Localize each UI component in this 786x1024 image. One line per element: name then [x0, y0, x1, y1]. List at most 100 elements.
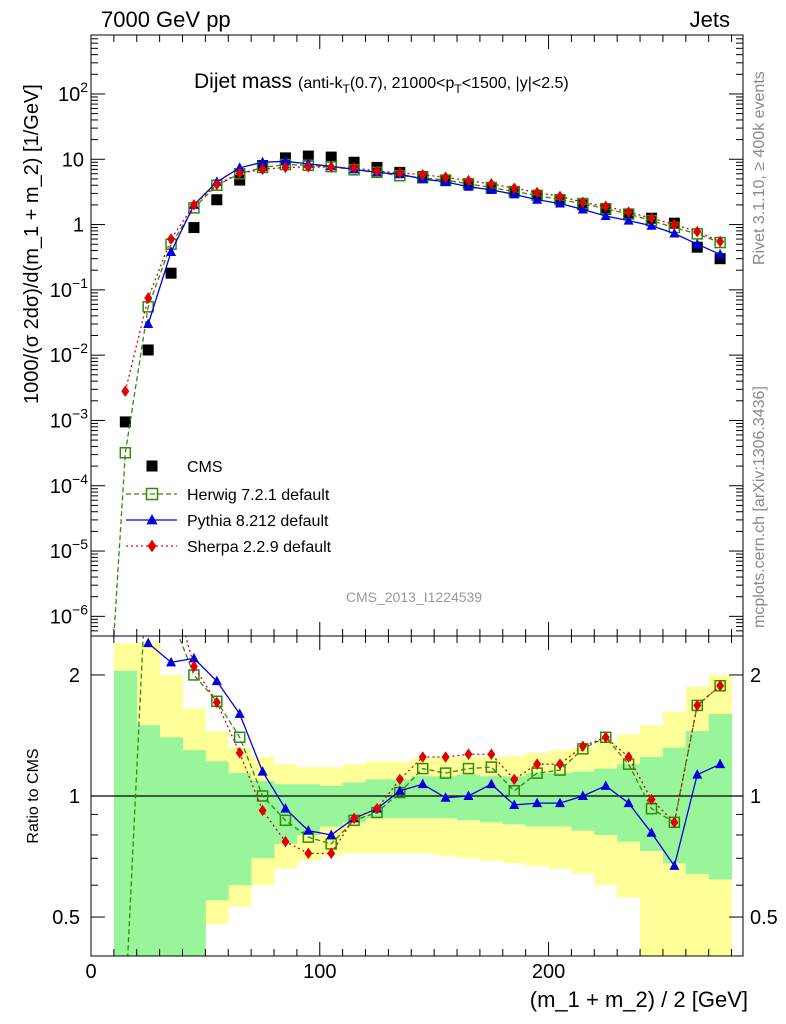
pythia-ratio-point [440, 792, 451, 802]
sherpa-main-point [624, 206, 633, 218]
pythia-ratio-point [532, 797, 543, 808]
main-ytick-label: 10−5 [50, 536, 88, 563]
pythia-main-point [669, 227, 680, 238]
cms-legend-marker [146, 460, 158, 472]
ratio-band-inner [342, 782, 366, 823]
ratio-band-inner [388, 779, 412, 819]
herwig-ratio-line [127, 636, 721, 956]
legend: CMS Herwig 7.2.1 default Pythia 8.212 defa… [126, 459, 332, 556]
sherpa-main-point [716, 235, 725, 248]
sherpa-main-point [212, 178, 221, 191]
pythia-ratio-point [692, 769, 703, 779]
pythia-ratio-point [188, 652, 199, 663]
rivet-label: Rivet 3.1.10, ≥ 400k events [751, 71, 768, 265]
sherpa-ratio-point [487, 748, 496, 761]
pythia-ratio-point [417, 778, 428, 789]
ratio-bands [91, 643, 743, 956]
ratio-band-inner [685, 731, 710, 874]
sherpa-ratio-point [395, 773, 404, 786]
main-ylabel: 1000/(σ 2dσ)/d(m_1 + m_2) [1/GeV] [21, 84, 43, 404]
sherpa-ratio-point [464, 748, 473, 761]
ratio-ytick-label: 1 [69, 786, 80, 808]
ratio-band-inner [159, 737, 183, 956]
sherpa-main-point [418, 168, 427, 181]
sherpa-main-point [167, 233, 176, 245]
pythia-main-point [692, 238, 703, 249]
ratio-band-inner [708, 713, 732, 880]
pythia-ratio-point [554, 797, 565, 808]
sherpa-main-point [327, 161, 336, 173]
pythia-ratio-point [646, 827, 657, 837]
ratio-ytick-label-right: 0.5 [750, 907, 778, 929]
watermark: CMS_2013_I1224539 [346, 589, 482, 605]
pythia-main-point [715, 248, 726, 259]
sherpa-main-point [395, 167, 404, 179]
main-series-layer [113, 150, 726, 636]
pythia-main-point [554, 198, 565, 208]
pythia-ratio-point [257, 766, 268, 776]
pythia-ratio-point [577, 790, 588, 800]
ratio-band-inner [662, 747, 687, 864]
herwig-legend-label: Herwig 7.2.1 default [187, 487, 330, 504]
sherpa-ratio-point [555, 758, 564, 770]
main-ytick-label: 1 [73, 215, 84, 237]
xtick-label: 0 [85, 961, 96, 983]
pythia-ratio-point [234, 708, 245, 718]
herwig-ratio-point [485, 761, 498, 773]
cms-main-point [142, 344, 154, 356]
ratio-ytick-label-right: 2 [750, 665, 761, 687]
sherpa-main-point [281, 161, 290, 174]
sherpa-ratio-point [578, 740, 587, 752]
sherpa-main-point [144, 292, 153, 304]
cms-main-point [119, 416, 131, 428]
sherpa-ratio-point [716, 680, 725, 692]
ratio-band-inner [571, 771, 595, 831]
pythia-ratio-point [143, 637, 154, 648]
pythia-main-point [532, 194, 543, 204]
ratio-band-inner [182, 750, 206, 956]
cms-main-point [188, 222, 200, 234]
main-ytick-label: 10−3 [50, 405, 88, 432]
main-ytick-label: 10−1 [50, 275, 88, 302]
sherpa-ratio-point [693, 699, 702, 712]
xtick-label: 100 [303, 961, 336, 983]
sherpa-main-point [121, 385, 130, 398]
sherpa-main-point [258, 163, 267, 176]
xtick-label: 200 [532, 961, 565, 983]
sherpa-main-point [464, 174, 473, 187]
main-ytick-label: 10−2 [50, 340, 88, 367]
cms-main-point [165, 267, 177, 279]
pythia-main-point [646, 220, 657, 230]
chart-title-text: Dijet mass [194, 70, 292, 93]
ratio-ylabel: Ratio to CMS [25, 748, 42, 843]
sherpa-legend-marker [147, 539, 157, 553]
sherpa-main-point [235, 167, 244, 180]
ratio-ytick-label: 0.5 [52, 907, 80, 929]
pythia-ratio-point [303, 825, 314, 835]
pythia-ratio-point [394, 785, 405, 795]
sherpa-ratio-point [418, 751, 427, 763]
main-ytick-label: 10−6 [50, 601, 88, 628]
cms-main-point [714, 253, 726, 265]
ratio-band-inner [205, 761, 229, 901]
main-axis-ticks: 10−6 10−5 10−4 10−3 10−2 10−1 1 10 102 [50, 34, 743, 637]
sherpa-main-point [350, 162, 359, 174]
chart-title: Dijet mass (anti-kT(0.7), 21000<pT<1500, … [194, 70, 569, 96]
sherpa-main-point [189, 199, 198, 211]
main-ytick-label: 10 [62, 149, 84, 171]
ratio-band-inner [594, 768, 618, 835]
pythia-ratio-point [211, 675, 222, 686]
main-ytick-label: 10−4 [50, 471, 88, 498]
pythia-ratio-point [600, 780, 611, 790]
ratio-series-layer [127, 636, 726, 956]
pythia-main-point [234, 162, 245, 172]
ratio-band-inner [228, 773, 252, 886]
sherpa-main-point [304, 161, 313, 173]
pythia-ratio-point [166, 656, 177, 667]
cms-main-point [211, 194, 223, 206]
pythia-legend-label: Pythia 8.212 default [187, 513, 329, 530]
sherpa-ratio-point [189, 660, 198, 673]
sherpa-main-point [372, 165, 381, 177]
sherpa-ratio-point [533, 758, 542, 770]
